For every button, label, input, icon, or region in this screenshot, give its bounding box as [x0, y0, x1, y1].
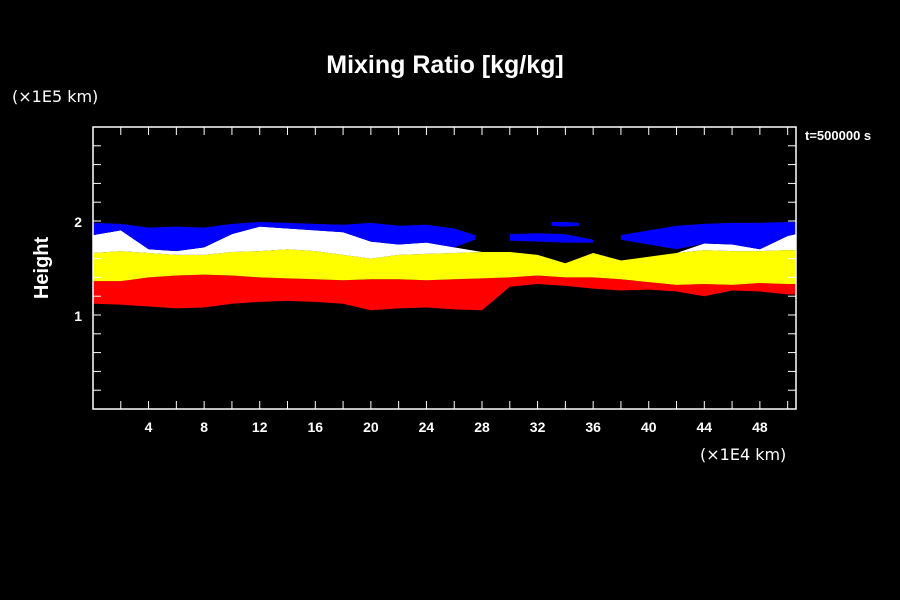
x-tick-label: 48	[752, 419, 768, 435]
x-tick-label: 44	[697, 419, 713, 435]
x-tick-label: 28	[474, 419, 490, 435]
blue-band	[620, 221, 796, 250]
blue-band	[551, 221, 580, 227]
time-annotation: t=500000 s	[805, 128, 871, 143]
x-tick-label: 20	[363, 419, 379, 435]
x-tick-label: 12	[252, 419, 268, 435]
plot-frame	[92, 126, 797, 410]
x-tick-label: 4	[145, 419, 153, 435]
x-unit-label: (×1E4 km)	[700, 445, 786, 464]
x-tick-label: 24	[419, 419, 435, 435]
blue-band	[509, 233, 594, 243]
contour-fills	[93, 221, 796, 311]
yellow-band	[93, 249, 796, 285]
y-tick-label: 2	[74, 214, 82, 230]
x-tick-label: 32	[530, 419, 546, 435]
chart-title: Mixing Ratio [kg/kg]	[326, 51, 564, 79]
y-axis-label: Height	[31, 237, 53, 300]
y-tick-label: 1	[74, 308, 82, 324]
white-band	[93, 226, 796, 264]
blue-band	[93, 221, 476, 252]
red-band	[93, 274, 796, 311]
x-tick-label: 8	[200, 419, 208, 435]
y-unit-label: (×1E5 km)	[12, 87, 98, 106]
x-tick-label: 36	[585, 419, 601, 435]
x-tick-label: 16	[308, 419, 324, 435]
x-tick-label: 40	[641, 419, 657, 435]
